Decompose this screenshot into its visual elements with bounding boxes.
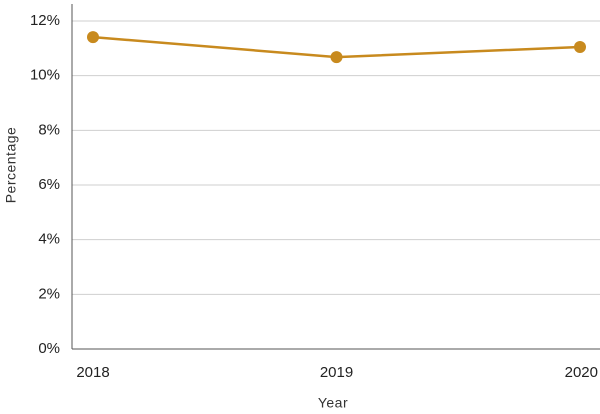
y-tick-label: 6% bbox=[38, 176, 60, 193]
y-axis-title: Percentage bbox=[3, 127, 19, 204]
point bbox=[87, 31, 99, 44]
y-tick-label: 2% bbox=[38, 285, 60, 302]
x-axis-title: Year bbox=[318, 395, 348, 411]
y-tick-label: 0% bbox=[38, 340, 60, 357]
x-tick-label: 2020 bbox=[565, 364, 598, 381]
y-tick-label: 4% bbox=[38, 231, 60, 248]
y-tick-label: 10% bbox=[30, 67, 60, 84]
y-tick-label: 8% bbox=[38, 121, 60, 138]
y-tick-label: 12% bbox=[30, 12, 60, 29]
x-tick-label: 2018 bbox=[76, 364, 109, 381]
point bbox=[330, 51, 343, 64]
point bbox=[574, 40, 586, 53]
x-tick-label: 2019 bbox=[320, 364, 353, 381]
